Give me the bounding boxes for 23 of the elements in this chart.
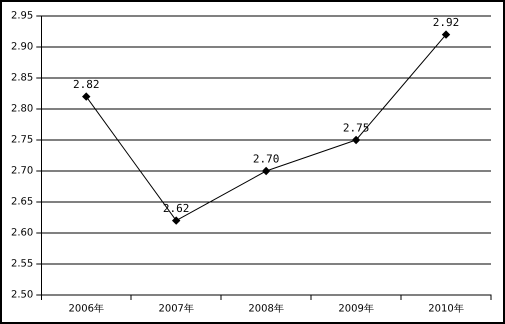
data-label: 2.82 bbox=[72, 78, 100, 91]
x-tick-label: 2008年 bbox=[248, 302, 284, 315]
y-tick-label: 2.85 bbox=[11, 72, 34, 84]
x-tick-label: 2009年 bbox=[338, 302, 374, 315]
y-tick-label: 2.95 bbox=[11, 10, 34, 22]
y-tick-label: 2.90 bbox=[11, 42, 34, 53]
y-tick-label: 2.60 bbox=[11, 228, 34, 239]
point bbox=[82, 92, 90, 101]
point bbox=[262, 167, 270, 175]
y-tick-label: 2.75 bbox=[11, 134, 34, 146]
y-tick-label: 2.70 bbox=[11, 166, 34, 177]
point bbox=[172, 216, 180, 225]
data-label: 2.70 bbox=[252, 152, 280, 166]
data-label: 2.92 bbox=[432, 16, 460, 29]
y-tick-label: 2.65 bbox=[11, 196, 34, 208]
y-tick-label: 2.80 bbox=[11, 104, 34, 115]
y-tick-label: 2.55 bbox=[11, 258, 34, 270]
y-tick-label: 2.50 bbox=[11, 290, 34, 301]
point bbox=[442, 30, 450, 39]
x-tick-label: 2006年 bbox=[68, 302, 104, 315]
point bbox=[352, 136, 360, 144]
x-tick-label: 2007年 bbox=[158, 302, 194, 315]
x-tick-label: 2010年 bbox=[428, 302, 464, 315]
